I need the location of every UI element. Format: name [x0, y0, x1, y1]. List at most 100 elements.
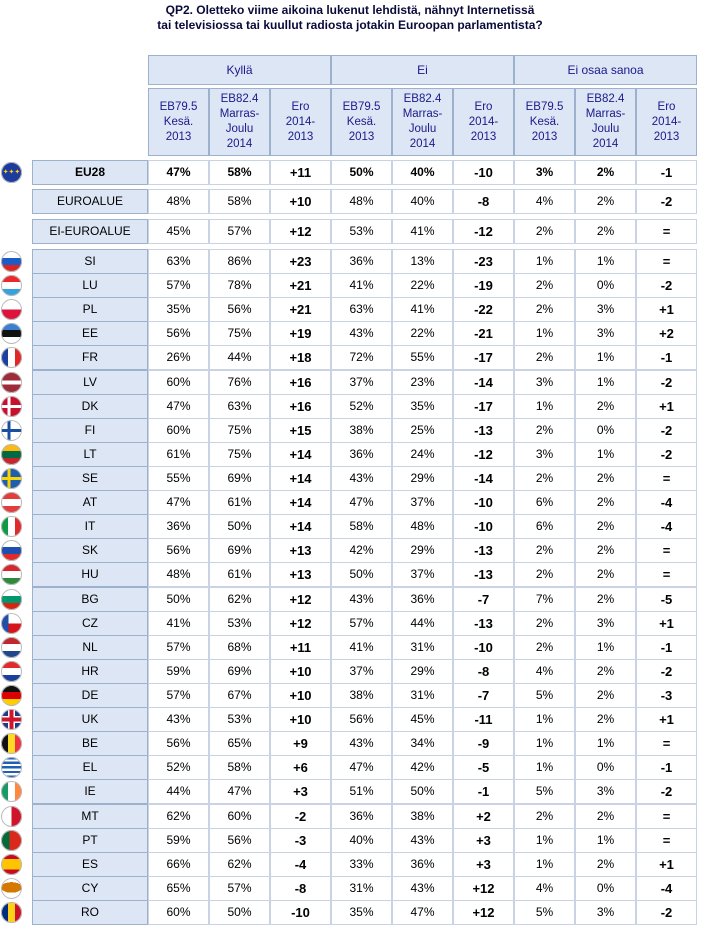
row-label: PL [32, 297, 148, 323]
value-cell: 47% [148, 160, 209, 185]
diff-cell: +10 [270, 658, 331, 684]
value-cell: 41% [331, 273, 392, 299]
eb79-header: EB79.5 Kesä. 2013 [331, 88, 392, 156]
value-cell: 1% [514, 851, 575, 877]
row-label: BE [32, 731, 148, 757]
value-cell: 1% [514, 707, 575, 733]
diff-cell: +12 [453, 875, 514, 901]
value-cell: 51% [331, 779, 392, 805]
value-cell: 47% [392, 899, 453, 925]
value-cell: 3% [575, 779, 636, 805]
diff-cell: -2 [636, 369, 697, 395]
value-cell: 25% [392, 417, 453, 443]
diff-cell: -4 [636, 490, 697, 516]
table-row: DK 47% 63% +16 52% 35% -17 1% 2% +1 [0, 393, 704, 419]
value-cell: 86% [209, 249, 270, 274]
diff-cell: -13 [453, 417, 514, 443]
value-cell: 13% [392, 249, 453, 274]
diff-cell: -12 [453, 219, 514, 244]
row-label: BG [32, 586, 148, 612]
diff-cell: -10 [453, 490, 514, 516]
row-label: UK [32, 707, 148, 733]
diff-cell: +12 [453, 899, 514, 925]
diff-cell: +12 [270, 586, 331, 612]
table-row: AT 47% 61% +14 47% 37% -10 6% 2% -4 [0, 490, 704, 516]
table-row: DE 57% 67% +10 38% 31% -7 5% 2% -3 [0, 682, 704, 708]
value-cell: 38% [392, 803, 453, 829]
value-cell: 40% [331, 827, 392, 853]
value-cell: 43% [392, 827, 453, 853]
value-cell: 2% [575, 562, 636, 588]
value-cell: 59% [148, 827, 209, 853]
row-label: CY [32, 875, 148, 901]
value-cell: 48% [148, 562, 209, 588]
diff-cell: +12 [270, 610, 331, 636]
diff-cell: +3 [270, 779, 331, 805]
value-cell: 1% [514, 731, 575, 757]
value-cell: 2% [514, 345, 575, 371]
value-cell: 35% [148, 297, 209, 323]
eb82-header: EB82.4 Marras- Joulu 2014 [392, 88, 453, 156]
ero-header: Ero 2014- 2013 [270, 88, 331, 156]
table-title: QP2. Oletteko viime aikoina lukenut lehd… [150, 3, 550, 33]
value-cell: 31% [392, 682, 453, 708]
value-cell: 47% [148, 490, 209, 516]
row-label: RO [32, 899, 148, 925]
diff-cell: = [636, 465, 697, 491]
row-label: MT [32, 803, 148, 829]
title-line-2: tai televisiossa tai kuullut radiosta jo… [157, 18, 543, 32]
row-label: DK [32, 393, 148, 419]
value-cell: 41% [392, 297, 453, 323]
value-cell: 57% [331, 610, 392, 636]
diff-cell: -11 [453, 707, 514, 733]
value-cell: 3% [514, 441, 575, 467]
table-row: BE 56% 65% +9 43% 34% -9 1% 1% = [0, 731, 704, 757]
table-row: SE 55% 69% +14 43% 29% -14 2% 2% = [0, 465, 704, 491]
value-cell: 43% [392, 875, 453, 901]
value-cell: 0% [575, 755, 636, 781]
value-cell: 2% [575, 586, 636, 612]
diff-cell: -13 [453, 610, 514, 636]
title-line-1: QP2. Oletteko viime aikoina lukenut lehd… [165, 3, 535, 17]
value-cell: 3% [575, 899, 636, 925]
value-cell: 50% [392, 779, 453, 805]
value-cell: 63% [331, 297, 392, 323]
diff-cell: +1 [636, 297, 697, 323]
diff-cell: -14 [453, 465, 514, 491]
value-cell: 4% [514, 189, 575, 214]
value-cell: 57% [148, 273, 209, 299]
table-row: SI 63% 86% +23 36% 13% -23 1% 1% = [0, 249, 704, 274]
bg-flag-icon [1, 588, 22, 610]
value-cell: 63% [148, 249, 209, 274]
value-cell: 43% [148, 707, 209, 733]
value-cell: 29% [392, 658, 453, 684]
value-cell: 57% [209, 219, 270, 244]
diff-cell: -1 [453, 779, 514, 805]
value-cell: 41% [148, 610, 209, 636]
diff-cell: -12 [453, 441, 514, 467]
table-row: CY 65% 57% -8 31% 43% +12 4% 0% -4 [0, 875, 704, 901]
diff-cell: -5 [453, 755, 514, 781]
value-cell: 33% [331, 851, 392, 877]
value-cell: 2% [575, 465, 636, 491]
value-cell: 62% [209, 851, 270, 877]
row-label: NL [32, 634, 148, 660]
table-row: IT 36% 50% +14 58% 48% -10 6% 2% -4 [0, 514, 704, 540]
lt-flag-icon [1, 443, 22, 465]
value-cell: 5% [514, 779, 575, 805]
value-cell: 2% [514, 538, 575, 564]
value-cell: 1% [575, 249, 636, 274]
value-cell: 72% [331, 345, 392, 371]
value-cell: 47% [331, 755, 392, 781]
value-cell: 75% [209, 321, 270, 347]
value-cell: 0% [575, 273, 636, 299]
value-cell: 2% [514, 610, 575, 636]
value-cell: 2% [575, 851, 636, 877]
value-cell: 1% [575, 634, 636, 660]
value-cell: 2% [575, 490, 636, 516]
group-header-ei: Ei [331, 55, 514, 85]
value-cell: 26% [148, 345, 209, 371]
value-cell: 63% [209, 393, 270, 419]
value-cell: 75% [209, 441, 270, 467]
value-cell: 2% [514, 219, 575, 244]
